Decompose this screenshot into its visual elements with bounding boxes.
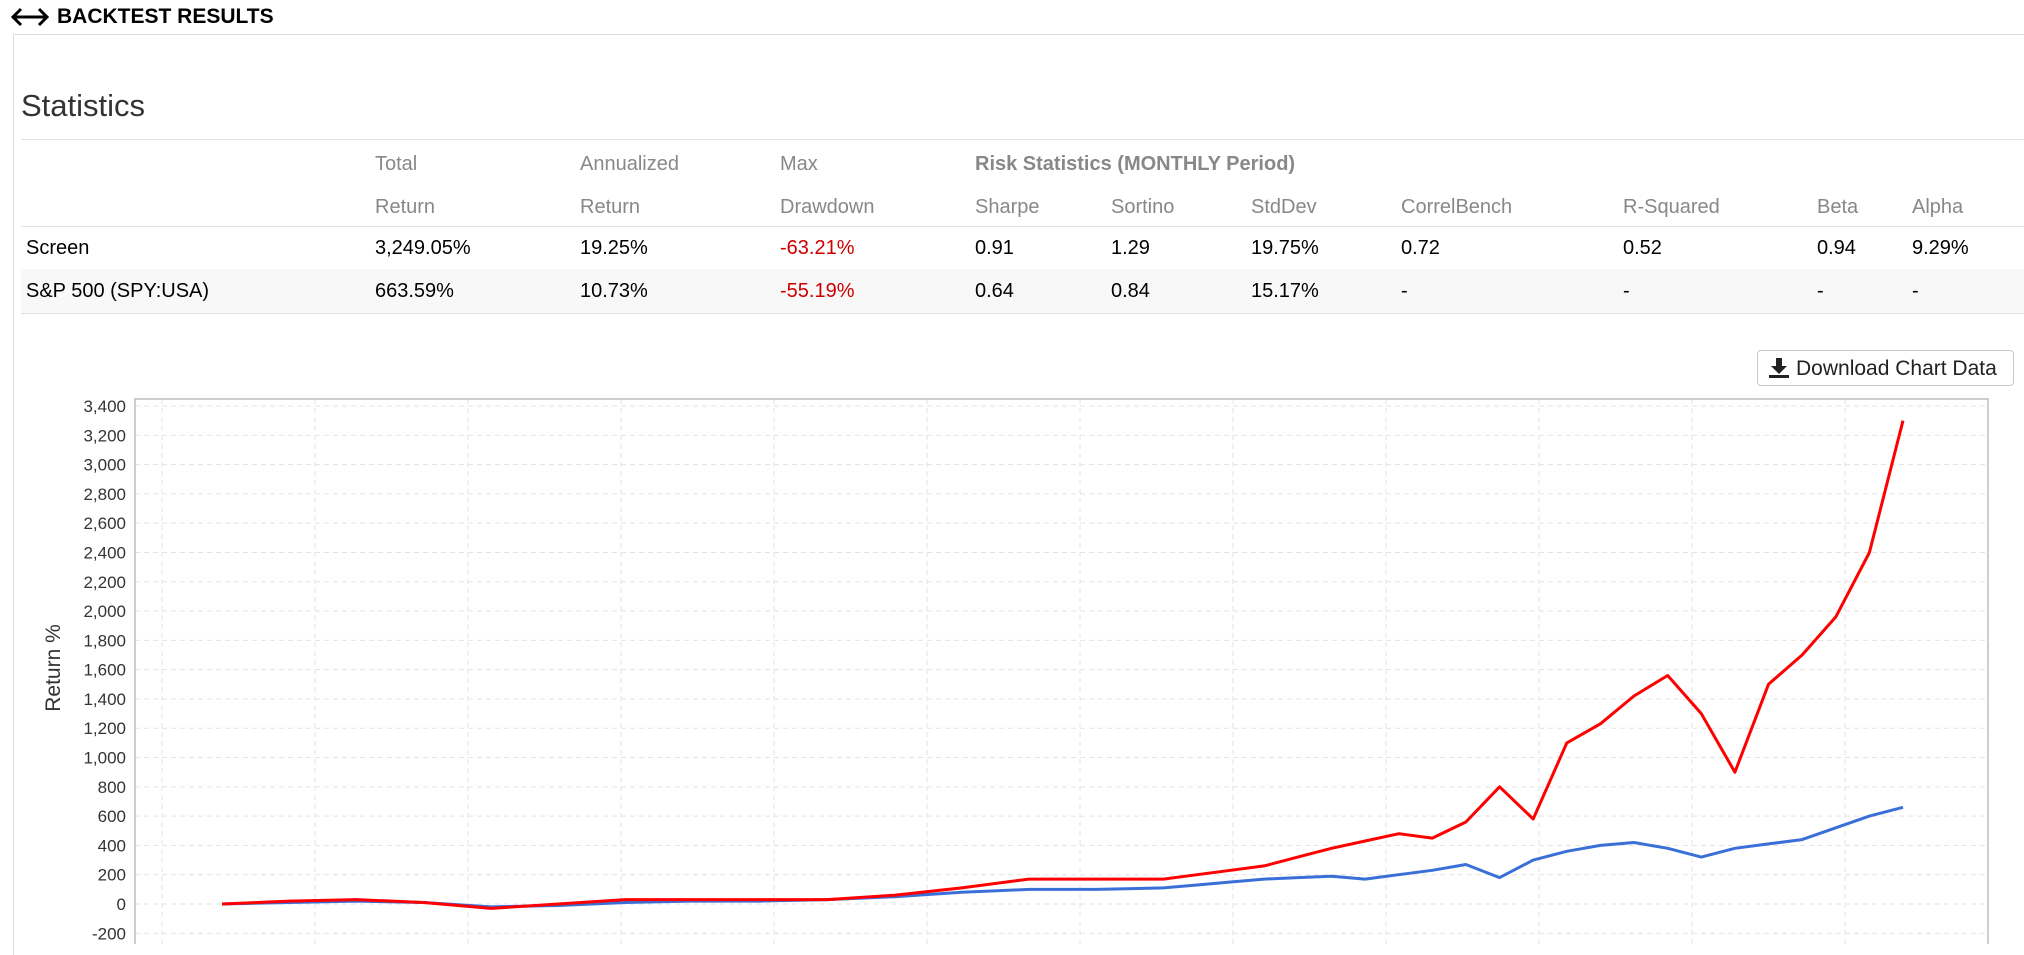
cell-sharpe: 0.64 <box>975 280 1014 302</box>
cell-beta: - <box>1817 280 1824 302</box>
col-annualized-return: Return <box>580 196 641 218</box>
y-tick-label: 2,800 <box>83 485 126 504</box>
cell-r-squared: - <box>1623 280 1630 302</box>
y-axis-label: Return % <box>42 624 65 712</box>
y-tick-label: 1,200 <box>83 719 126 738</box>
y-tick-label: 1,000 <box>83 749 126 768</box>
y-tick-label: 200 <box>98 866 126 885</box>
cell-annualized-return: 19.25% <box>580 237 648 259</box>
app-header: BACKTEST RESULTS <box>0 0 2024 34</box>
col-correlbench: CorrelBench <box>1401 196 1513 218</box>
cell-sortino: 1.29 <box>1111 237 1150 259</box>
cell-annualized-return: 10.73% <box>580 280 648 302</box>
cell-stddev: 15.17% <box>1251 280 1319 302</box>
page-title: BACKTEST RESULTS <box>57 5 274 28</box>
col-sortino: Sortino <box>1111 196 1175 218</box>
y-tick-label: 3,200 <box>83 426 126 445</box>
cell-sharpe: 0.91 <box>975 237 1014 259</box>
y-tick-label: 400 <box>98 836 126 855</box>
cell-alpha: 9.29% <box>1912 237 1969 259</box>
cell-max-drawdown: -63.21% <box>780 237 855 259</box>
cell-correlbench: 0.72 <box>1401 237 1440 259</box>
col-alpha: Alpha <box>1912 196 1964 218</box>
table-row-spy: S&P 500 (SPY:USA) 663.59% 10.73% -55.19%… <box>21 269 2024 313</box>
y-tick-label: 3,400 <box>83 397 126 416</box>
col-beta: Beta <box>1817 196 1859 218</box>
row-name: S&P 500 (SPY:USA) <box>26 280 210 302</box>
download-chart-data-label: Download Chart Data <box>1796 357 1997 380</box>
left-right-arrow-icon[interactable] <box>10 6 50 28</box>
series-line-benchmark <box>221 805 1904 909</box>
y-tick-label: 2,200 <box>83 573 126 592</box>
y-tick-label: -200 <box>92 924 126 943</box>
cell-total-return: 663.59% <box>375 280 454 302</box>
y-tick-label: 2,400 <box>83 543 126 562</box>
col-sharpe: Sharpe <box>975 196 1040 218</box>
download-chart-data-button[interactable]: Download Chart Data <box>1757 350 2014 386</box>
y-tick-label: 1,800 <box>83 631 126 650</box>
statistics-heading: Statistics <box>21 88 146 123</box>
col-total-return-line1: Total <box>375 153 418 175</box>
cell-sortino: 0.84 <box>1111 280 1150 302</box>
y-tick-label: 800 <box>98 778 126 797</box>
col-total-return: Return <box>375 196 436 218</box>
download-icon <box>1769 358 1789 378</box>
plot-area <box>134 398 1989 944</box>
col-r-squared: R-Squared <box>1623 196 1720 218</box>
col-max-drawdown-line1: Max <box>780 153 818 175</box>
y-tick-label: 0 <box>117 895 126 914</box>
y-tick-label: 600 <box>98 807 126 826</box>
cell-beta: 0.94 <box>1817 237 1856 259</box>
return-chart: -200 0 200 400 600 800 1,000 1,200 1,400 1,600 1,8… <box>42 397 1989 944</box>
col-max-drawdown: Drawdown <box>780 196 875 218</box>
cell-stddev: 19.75% <box>1251 237 1319 259</box>
y-tick-label: 2,600 <box>83 514 126 533</box>
series-line-screen <box>221 420 1905 910</box>
row-name: Screen <box>26 237 90 259</box>
cell-max-drawdown: -55.19% <box>780 280 855 302</box>
risk-statistics-group-header: Risk Statistics (MONTHLY Period) <box>975 153 1296 175</box>
y-tick-label: 1,400 <box>83 690 126 709</box>
col-stddev: StdDev <box>1251 196 1317 218</box>
cell-r-squared: 0.52 <box>1623 237 1662 259</box>
cell-correlbench: - <box>1401 280 1408 302</box>
y-tick-label: 1,600 <box>83 661 126 680</box>
col-annualized-return-line1: Annualized <box>580 153 679 175</box>
y-tick-label: 3,000 <box>83 456 126 475</box>
cell-alpha: - <box>1912 280 1919 302</box>
y-tick-label: 2,000 <box>83 602 126 621</box>
cell-total-return: 3,249.05% <box>375 237 471 259</box>
results-panel <box>13 34 2024 955</box>
